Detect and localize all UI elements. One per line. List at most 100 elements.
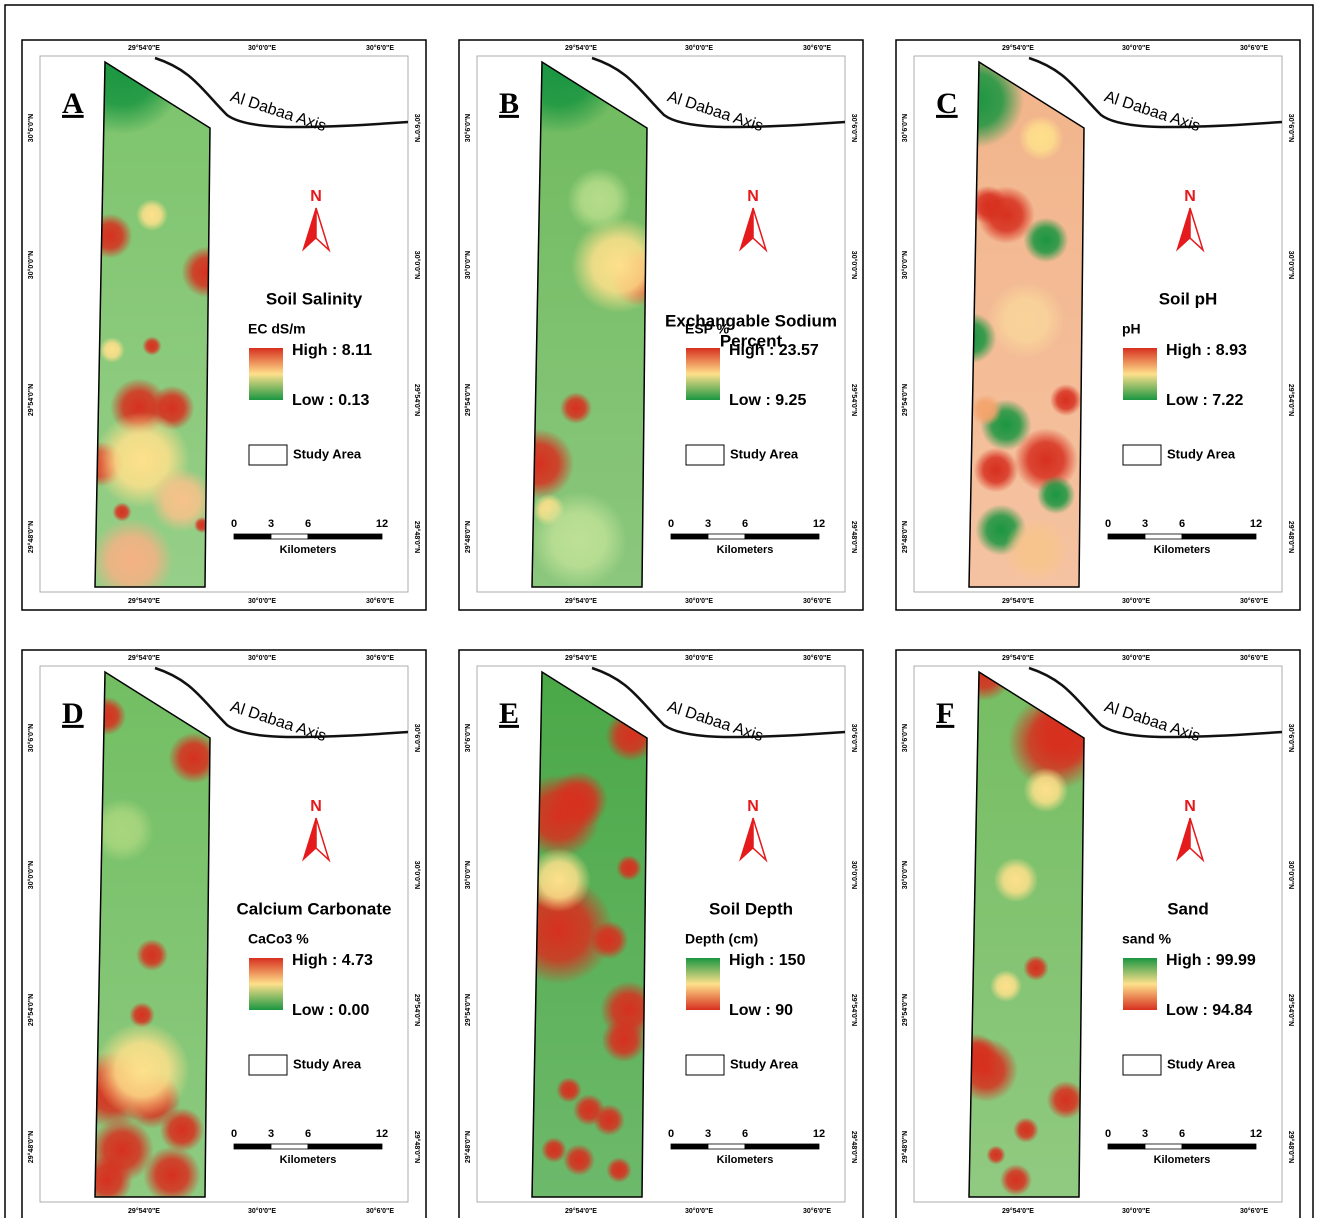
map-patch	[606, 1157, 632, 1183]
latitude-label: 30°6'0"N	[850, 724, 858, 752]
study-area-swatch	[249, 1055, 287, 1075]
map-patch	[142, 336, 161, 355]
scale-segment	[671, 1144, 708, 1149]
legend-ramp	[1123, 348, 1157, 400]
latitude-label: 30°0'0"N	[901, 251, 909, 279]
longitude-label: 30°6'0"E	[366, 44, 394, 52]
scale-segment	[671, 534, 708, 539]
map-title: Soil Salinity	[266, 289, 363, 308]
study-area-swatch	[249, 445, 287, 465]
legend-ramp	[249, 348, 283, 400]
study-area-swatch	[1123, 445, 1161, 465]
latitude-label: 30°0'0"N	[27, 251, 35, 279]
latitude-label: 30°6'0"N	[901, 724, 909, 752]
longitude-label: 30°0'0"E	[685, 597, 713, 605]
map-patch	[99, 337, 125, 363]
map-patch	[1023, 955, 1049, 981]
north-label: N	[747, 798, 759, 815]
latitude-label: 29°48'0"N	[850, 521, 858, 553]
latitude-label: 29°54'0"N	[464, 384, 472, 416]
map-patch	[136, 939, 168, 971]
latitude-label: 29°54'0"N	[901, 994, 909, 1026]
panel-letter: C	[936, 87, 958, 120]
scale-label: 12	[813, 518, 825, 530]
study-area-swatch	[686, 445, 724, 465]
latitude-label: 30°0'0"N	[413, 861, 421, 889]
latitude-label: 30°6'0"N	[27, 114, 35, 142]
scale-label: 0	[668, 518, 674, 530]
longitude-label: 29°54'0"E	[128, 1207, 160, 1215]
longitude-label: 30°6'0"E	[803, 597, 831, 605]
latitude-label: 29°54'0"N	[413, 994, 421, 1026]
latitude-label: 29°48'0"N	[464, 521, 472, 553]
scale-segment	[745, 1144, 819, 1149]
longitude-label: 30°6'0"E	[803, 44, 831, 52]
scale-label: 3	[1142, 518, 1148, 530]
latitude-label: 29°54'0"N	[27, 384, 35, 416]
latitude-label: 30°6'0"N	[27, 724, 35, 752]
longitude-label: 30°0'0"E	[1122, 44, 1150, 52]
latitude-label: 30°6'0"N	[850, 114, 858, 142]
map-patch	[1019, 116, 1064, 161]
map-panel: 29°54'0"E29°54'0"E30°0'0"E30°0'0"E30°6'0…	[459, 6, 863, 610]
longitude-label: 29°54'0"E	[128, 654, 160, 662]
panel-letter: E	[499, 697, 519, 730]
scale-segment	[234, 1144, 271, 1149]
map-patch	[1050, 384, 1082, 416]
longitude-label: 30°0'0"E	[685, 654, 713, 662]
panel-letter: F	[936, 697, 954, 730]
scale-segment	[234, 534, 271, 539]
scale-unit: Kilometers	[1154, 1154, 1211, 1166]
map-patch	[563, 1144, 595, 1176]
latitude-label: 29°54'0"N	[413, 384, 421, 416]
legend-unit: EC dS/m	[248, 321, 306, 337]
legend-low: Low : 7.22	[1166, 392, 1243, 409]
longitude-label: 29°54'0"E	[1002, 1207, 1034, 1215]
latitude-label: 29°54'0"N	[27, 994, 35, 1026]
map-panel: 29°54'0"E29°54'0"E30°0'0"E30°0'0"E30°6'0…	[459, 650, 863, 1218]
map-patch	[602, 1018, 647, 1063]
longitude-label: 30°6'0"E	[1240, 654, 1268, 662]
map-patch	[1004, 518, 1068, 582]
scale-segment	[1108, 534, 1145, 539]
study-area-label: Study Area	[1167, 1056, 1236, 1071]
legend-ramp	[1123, 958, 1157, 1010]
scale-label: 0	[668, 1128, 674, 1140]
map-patch	[990, 970, 1022, 1002]
latitude-label: 29°54'0"N	[901, 384, 909, 416]
legend-unit: sand %	[1122, 931, 1172, 947]
scale-label: 12	[1250, 518, 1262, 530]
longitude-label: 29°54'0"E	[565, 654, 597, 662]
latitude-label: 29°48'0"N	[464, 1131, 472, 1163]
legend-low: Low : 90	[729, 1002, 793, 1019]
longitude-label: 30°0'0"E	[1122, 654, 1150, 662]
map-patch	[616, 855, 642, 881]
scale-segment	[1108, 1144, 1145, 1149]
longitude-label: 30°0'0"E	[1122, 1207, 1150, 1215]
scale-label: 6	[1179, 518, 1185, 530]
scale-label: 6	[305, 1128, 311, 1140]
map-patch	[1024, 768, 1069, 813]
scale-label: 0	[1105, 1128, 1111, 1140]
scale-segment	[1145, 534, 1182, 539]
longitude-label: 29°54'0"E	[1002, 597, 1034, 605]
scale-segment	[271, 1144, 308, 1149]
map-patch	[94, 1022, 190, 1118]
legend-unit: CaCo3 %	[248, 931, 309, 947]
latitude-label: 30°6'0"N	[1287, 114, 1295, 142]
longitude-label: 29°54'0"E	[565, 1207, 597, 1215]
map-patch	[974, 448, 1019, 493]
legend-high: High : 23.57	[729, 342, 819, 359]
map-title: Soil pH	[1159, 289, 1218, 308]
legend-high: High : 8.93	[1166, 342, 1247, 359]
north-label: N	[1184, 798, 1196, 815]
scale-label: 3	[1142, 1128, 1148, 1140]
legend-high: High : 8.11	[292, 342, 372, 359]
latitude-label: 30°0'0"N	[1287, 861, 1295, 889]
scale-label: 3	[705, 1128, 711, 1140]
longitude-label: 29°54'0"E	[565, 44, 597, 52]
legend-ramp	[249, 958, 283, 1010]
latitude-label: 29°54'0"N	[464, 994, 472, 1026]
longitude-label: 29°54'0"E	[128, 597, 160, 605]
longitude-label: 29°54'0"E	[565, 597, 597, 605]
